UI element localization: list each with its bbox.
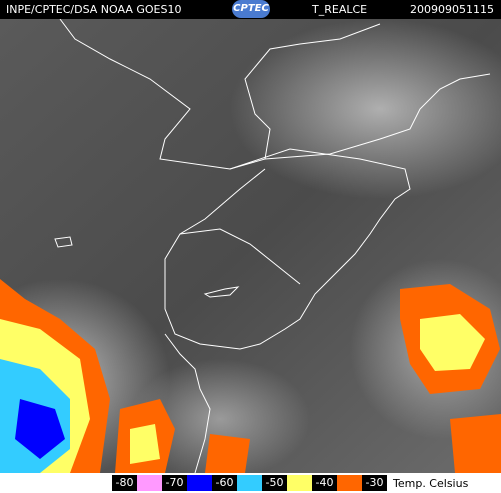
cloud-top xyxy=(205,434,250,473)
cloud xyxy=(130,359,310,473)
legend-label: -40 xyxy=(312,475,337,491)
cold-cloud-tops xyxy=(0,279,501,473)
legend-swatch xyxy=(287,475,312,491)
legend-swatch xyxy=(137,475,162,491)
lake xyxy=(203,286,240,298)
cloud-top xyxy=(450,414,501,473)
cloud-top xyxy=(130,424,160,464)
legend-label: -60 xyxy=(212,475,237,491)
legend-swatch xyxy=(337,475,362,491)
borders xyxy=(54,19,491,473)
legend-label: -50 xyxy=(262,475,287,491)
cloud xyxy=(230,19,501,199)
product-text: T_REALCE xyxy=(312,3,368,16)
legend-label: -80 xyxy=(112,475,137,491)
border xyxy=(164,333,211,473)
border xyxy=(59,19,381,170)
legend-swatch xyxy=(187,475,212,491)
border xyxy=(164,148,411,350)
legend-unit: Temp. Celsius xyxy=(393,477,469,490)
timestamp-text: 200909051115 xyxy=(410,3,494,16)
legend-label: -70 xyxy=(162,475,187,491)
cloud-top xyxy=(15,399,65,459)
cloud-top xyxy=(420,314,485,371)
logo: CPTEC xyxy=(232,0,270,18)
satellite-map xyxy=(0,19,501,473)
legend: Temp. Celsius -80 -70 -60 -50 -40 -30 xyxy=(0,473,501,493)
border xyxy=(179,228,301,285)
legend-label: -30 xyxy=(362,475,387,491)
header-bar: INPE/CPTEC/DSA NOAA GOES10 CPTEC T_REALC… xyxy=(0,0,501,19)
lake xyxy=(54,236,73,248)
border xyxy=(264,73,491,160)
source-text: INPE/CPTEC/DSA NOAA GOES10 xyxy=(6,3,182,16)
legend-swatch xyxy=(237,475,262,491)
